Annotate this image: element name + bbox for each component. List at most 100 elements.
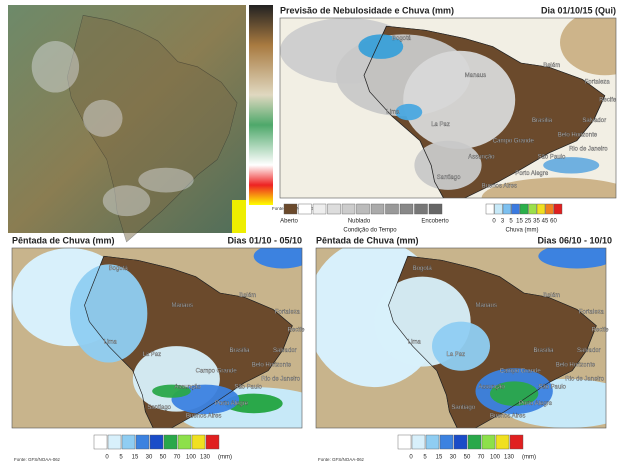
city-label: São Paulo <box>538 155 566 161</box>
city-label: Belém <box>239 293 256 299</box>
map <box>280 18 616 198</box>
city-label: Rio de Janeiro <box>569 146 608 152</box>
cloud <box>31 41 80 93</box>
city-label: Belo Horizonte <box>252 363 292 369</box>
rain-swatch <box>528 203 537 215</box>
city-label: Porto Alegre <box>515 171 549 177</box>
rain-swatch <box>494 203 503 215</box>
rain-swatch <box>511 203 520 215</box>
rain-swatch <box>536 203 546 215</box>
pentad-swatch <box>453 434 468 450</box>
city-label: Salvador <box>273 348 297 354</box>
city-label: Belo Horizonte <box>556 363 596 369</box>
pentad-tick: 30 <box>146 455 153 461</box>
city-label: Recife <box>599 97 617 103</box>
condition-label: Encoberto <box>421 219 449 225</box>
city-label: Fortaleza <box>585 79 611 85</box>
city-label: Buenos Aires <box>186 413 221 419</box>
city-label: Assunção <box>478 385 505 391</box>
city-label: Manaus <box>172 303 193 309</box>
ocean-field <box>543 157 600 174</box>
satellite-shapes <box>31 14 238 243</box>
pentad-tick: 0 <box>409 455 413 461</box>
city-label: La Paz <box>431 122 450 128</box>
city-label: Manaus <box>476 303 497 309</box>
cloud <box>138 167 194 193</box>
pentad-title: Pêntada de Chuva (mm) <box>316 235 419 245</box>
condition-swatch <box>312 203 327 215</box>
city-label: Porto Alegre <box>519 401 553 407</box>
city-label: Brasília <box>230 348 251 354</box>
land-field <box>395 103 423 121</box>
city-label: Buenos Aires <box>490 413 525 419</box>
continent-outline <box>67 14 238 243</box>
condition-swatch <box>414 203 428 215</box>
city-label: Belo Horizonte <box>558 133 598 139</box>
rain-caption: Chuva (mm) <box>505 228 538 234</box>
map-frame <box>11 247 303 429</box>
rain-swatch <box>519 203 529 215</box>
city-label: Campo Grande <box>196 368 238 374</box>
land-field <box>358 34 404 59</box>
pentad-swatch <box>177 434 192 450</box>
cloud <box>102 185 151 217</box>
city-label: Salvador <box>577 348 601 354</box>
map <box>12 248 302 428</box>
ocean-field <box>481 177 616 198</box>
forecast-date: Dia 01/10/15 (Qui) <box>541 5 616 15</box>
ocean-field <box>224 393 283 414</box>
map <box>316 248 606 428</box>
pentad-swatch <box>149 434 164 450</box>
condition-swatch <box>298 203 312 215</box>
rain-tick: 45 <box>542 219 549 225</box>
rain-swatch <box>502 203 512 215</box>
city-label: Manaus <box>465 73 486 79</box>
city-label: Belém <box>543 293 560 299</box>
pentad-swatch <box>481 434 496 450</box>
pentad-unit: (mm) <box>218 455 232 461</box>
city-label: Brasília <box>532 118 553 124</box>
city-label: La Paz <box>447 352 466 358</box>
condition-swatch <box>341 203 356 215</box>
city-label: Bogotá <box>392 36 412 42</box>
rain-tick: 3 <box>501 219 505 225</box>
pentad-swatch <box>425 434 440 450</box>
city-label: Assunção <box>174 385 201 391</box>
land-field <box>414 140 482 190</box>
rain-tick: 15 <box>516 219 523 225</box>
city-label: Rio de Janeiro <box>565 376 604 382</box>
land-field <box>490 381 539 406</box>
condition-swatch <box>428 203 443 215</box>
pentad-tick: 130 <box>200 455 211 461</box>
pentad-tick: 50 <box>160 455 167 461</box>
satellite-colorbar <box>249 5 273 205</box>
cloud <box>83 99 123 137</box>
pentad-tick: 50 <box>464 455 471 461</box>
pentad-swatch <box>121 434 136 450</box>
pentad-tick: 70 <box>478 455 485 461</box>
pentad-swatch <box>509 434 524 450</box>
city-label: Assunção <box>468 155 495 161</box>
map-shapes <box>12 248 302 428</box>
condition-swatch <box>327 203 341 215</box>
pentad-tick: 70 <box>174 455 181 461</box>
map-shapes <box>316 248 606 428</box>
city-label: Recife <box>288 327 306 333</box>
pentad-swatch <box>397 434 412 450</box>
city-label: Porto Alegre <box>215 401 249 407</box>
land-field <box>152 384 191 398</box>
ocean-field <box>253 248 302 269</box>
pentad-tick: 15 <box>132 455 139 461</box>
city-label: Belém <box>543 63 560 69</box>
pentad-swatch <box>411 434 426 450</box>
pentad-swatch <box>191 434 206 450</box>
ocean-field <box>538 248 606 269</box>
pentad-title: Pêntada de Chuva (mm) <box>12 235 115 245</box>
city-label: Lima <box>104 340 118 346</box>
pentad-swatch <box>107 434 122 450</box>
pentad-swatch <box>135 434 150 450</box>
pentad-tick: 0 <box>105 455 109 461</box>
city-label: Campo Grande <box>500 368 542 374</box>
city-label: São Paulo <box>538 385 566 391</box>
city-label: Buenos Aires <box>482 183 517 189</box>
